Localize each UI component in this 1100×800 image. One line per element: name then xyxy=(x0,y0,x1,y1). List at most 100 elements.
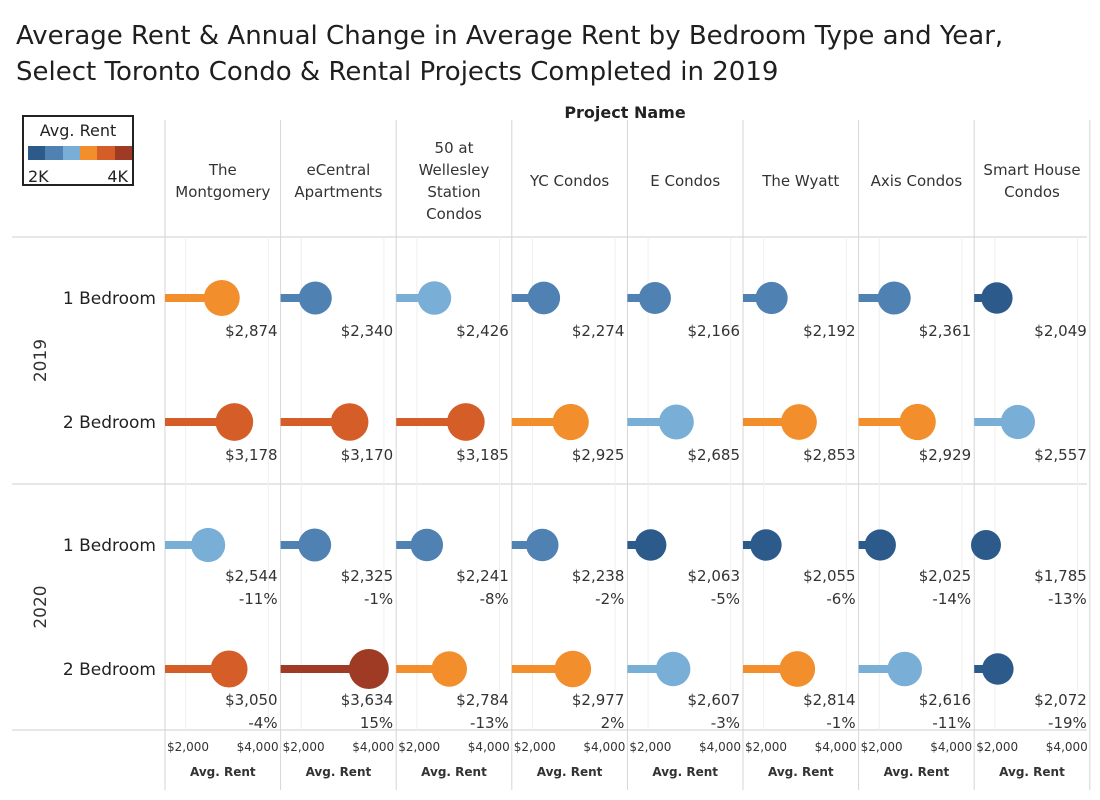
value-label: $2,241 xyxy=(456,567,509,585)
value-label: $2,055 xyxy=(803,567,856,585)
value-label: $2,685 xyxy=(688,446,741,464)
x-tick-label: $4,000 xyxy=(237,740,279,754)
bedroom-type-label: 1 Bedroom xyxy=(63,289,156,309)
bedroom-type-label: 1 Bedroom xyxy=(63,536,156,556)
lollipop-dot xyxy=(527,281,561,315)
value-label: $2,929 xyxy=(919,446,972,464)
lollipop-dot xyxy=(655,651,691,687)
bedroom-type-label: 2 Bedroom xyxy=(63,413,156,433)
x-axis-title: Avg. Rent xyxy=(537,765,603,779)
change-label: -13% xyxy=(470,714,509,732)
lollipop-dot xyxy=(899,403,936,441)
lollipop-dot xyxy=(215,403,254,441)
value-label: $2,325 xyxy=(341,567,394,585)
lollipop-dot xyxy=(755,281,788,315)
lollipop-dot xyxy=(779,651,816,687)
value-label: $2,049 xyxy=(1034,322,1087,340)
lollipop-dot xyxy=(887,651,922,687)
lollipop-dot xyxy=(982,653,1014,685)
value-label: $2,192 xyxy=(803,322,856,340)
legend-color-ramp xyxy=(28,146,132,160)
change-label: -2% xyxy=(595,590,624,608)
legend-swatch xyxy=(28,146,46,160)
change-label: -19% xyxy=(1048,714,1087,732)
project-header-label: Apartments xyxy=(294,183,382,201)
project-header-label: YC Condos xyxy=(529,172,609,190)
value-label: $2,814 xyxy=(803,691,856,709)
value-label: $3,050 xyxy=(225,691,278,709)
legend-max-label: 4K xyxy=(107,167,128,186)
value-label: $2,557 xyxy=(1034,446,1087,464)
value-label: $2,874 xyxy=(225,322,278,340)
lollipop-dot xyxy=(191,527,226,563)
value-label: $2,072 xyxy=(1034,691,1087,709)
change-label: -1% xyxy=(364,590,393,608)
lollipop-dot xyxy=(658,404,694,440)
x-tick-label: $4,000 xyxy=(815,740,857,754)
legend-swatch xyxy=(97,146,115,160)
change-label: -5% xyxy=(711,590,740,608)
change-label: -14% xyxy=(932,590,971,608)
x-axis-title: Avg. Rent xyxy=(999,765,1065,779)
value-label: $2,340 xyxy=(341,322,394,340)
lollipop-dot xyxy=(203,280,240,316)
project-header-label: E Condos xyxy=(650,172,720,190)
lollipop-dot xyxy=(410,528,444,562)
change-label: -1% xyxy=(826,714,855,732)
project-header-label: Station xyxy=(427,183,480,201)
x-tick-label: $2,000 xyxy=(745,740,787,754)
lollipop-dot xyxy=(431,651,468,687)
legend-title: Avg. Rent xyxy=(39,121,117,140)
value-label: $2,616 xyxy=(919,691,972,709)
legend-swatch xyxy=(79,146,98,160)
change-label: -6% xyxy=(826,590,855,608)
value-label: $2,166 xyxy=(688,322,741,340)
lollipop-dot xyxy=(348,649,389,689)
legend-min-label: 2K xyxy=(28,167,49,186)
project-header-label: Wellesley xyxy=(419,161,490,179)
x-tick-label: $2,000 xyxy=(861,740,903,754)
lollipop-dot xyxy=(298,528,332,562)
lollipop-dot xyxy=(1000,404,1035,440)
lollipop-dot xyxy=(864,529,896,561)
value-label: $2,361 xyxy=(919,322,972,340)
legend-swatch xyxy=(62,146,80,160)
change-label: 15% xyxy=(360,714,393,732)
value-label: $3,178 xyxy=(225,446,278,464)
x-axis-title: Avg. Rent xyxy=(421,765,487,779)
value-label: $3,170 xyxy=(341,446,394,464)
x-tick-label: $4,000 xyxy=(352,740,394,754)
value-label: $2,063 xyxy=(688,567,741,585)
value-label: $2,238 xyxy=(572,567,625,585)
x-axis-title: Avg. Rent xyxy=(652,765,718,779)
project-header-label: Condos xyxy=(1004,183,1060,201)
bedroom-type-label: 2 Bedroom xyxy=(63,660,156,680)
change-label: -3% xyxy=(711,714,740,732)
lollipop-dot xyxy=(780,404,817,440)
lollipop-dot xyxy=(970,530,1001,560)
x-tick-label: $2,000 xyxy=(398,740,440,754)
lollipop-dot xyxy=(526,528,559,562)
value-label: $2,784 xyxy=(456,691,509,709)
legend-swatch xyxy=(45,146,63,160)
change-label: -4% xyxy=(248,714,277,732)
change-label: 2% xyxy=(601,714,625,732)
year-label: 2020 xyxy=(31,585,51,628)
chart-title: Average Rent & Annual Change in Average … xyxy=(16,21,1004,87)
lollipop-dot xyxy=(446,403,485,441)
column-header-title: Project Name xyxy=(564,103,686,122)
value-label: $3,185 xyxy=(456,446,509,464)
project-header-label: The Wyatt xyxy=(761,172,839,190)
x-tick-label: $2,000 xyxy=(976,740,1018,754)
lollipop-dot xyxy=(981,282,1013,314)
project-header-label: Condos xyxy=(426,205,482,223)
lollipop-dot xyxy=(634,529,667,561)
lollipop-dot xyxy=(417,281,452,315)
lollipop-dot xyxy=(330,403,369,441)
lollipop-dot xyxy=(554,650,592,688)
x-tick-label: $2,000 xyxy=(629,740,671,754)
change-label: -8% xyxy=(480,590,509,608)
x-axis-title: Avg. Rent xyxy=(768,765,834,779)
x-tick-label: $2,000 xyxy=(283,740,325,754)
project-header-label: Montgomery xyxy=(175,183,270,201)
